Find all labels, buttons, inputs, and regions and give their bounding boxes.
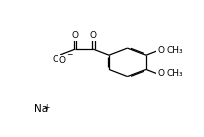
Text: O: O [52, 55, 59, 64]
Text: Na: Na [34, 104, 48, 114]
Text: O: O [59, 56, 66, 65]
Text: +: + [44, 103, 50, 112]
Text: CH₃: CH₃ [166, 46, 183, 55]
Text: CH₃: CH₃ [166, 69, 183, 78]
Text: O: O [90, 31, 97, 40]
Text: O: O [72, 31, 79, 40]
Text: −: − [66, 50, 72, 59]
Text: O: O [157, 69, 164, 78]
Text: O: O [157, 46, 164, 55]
